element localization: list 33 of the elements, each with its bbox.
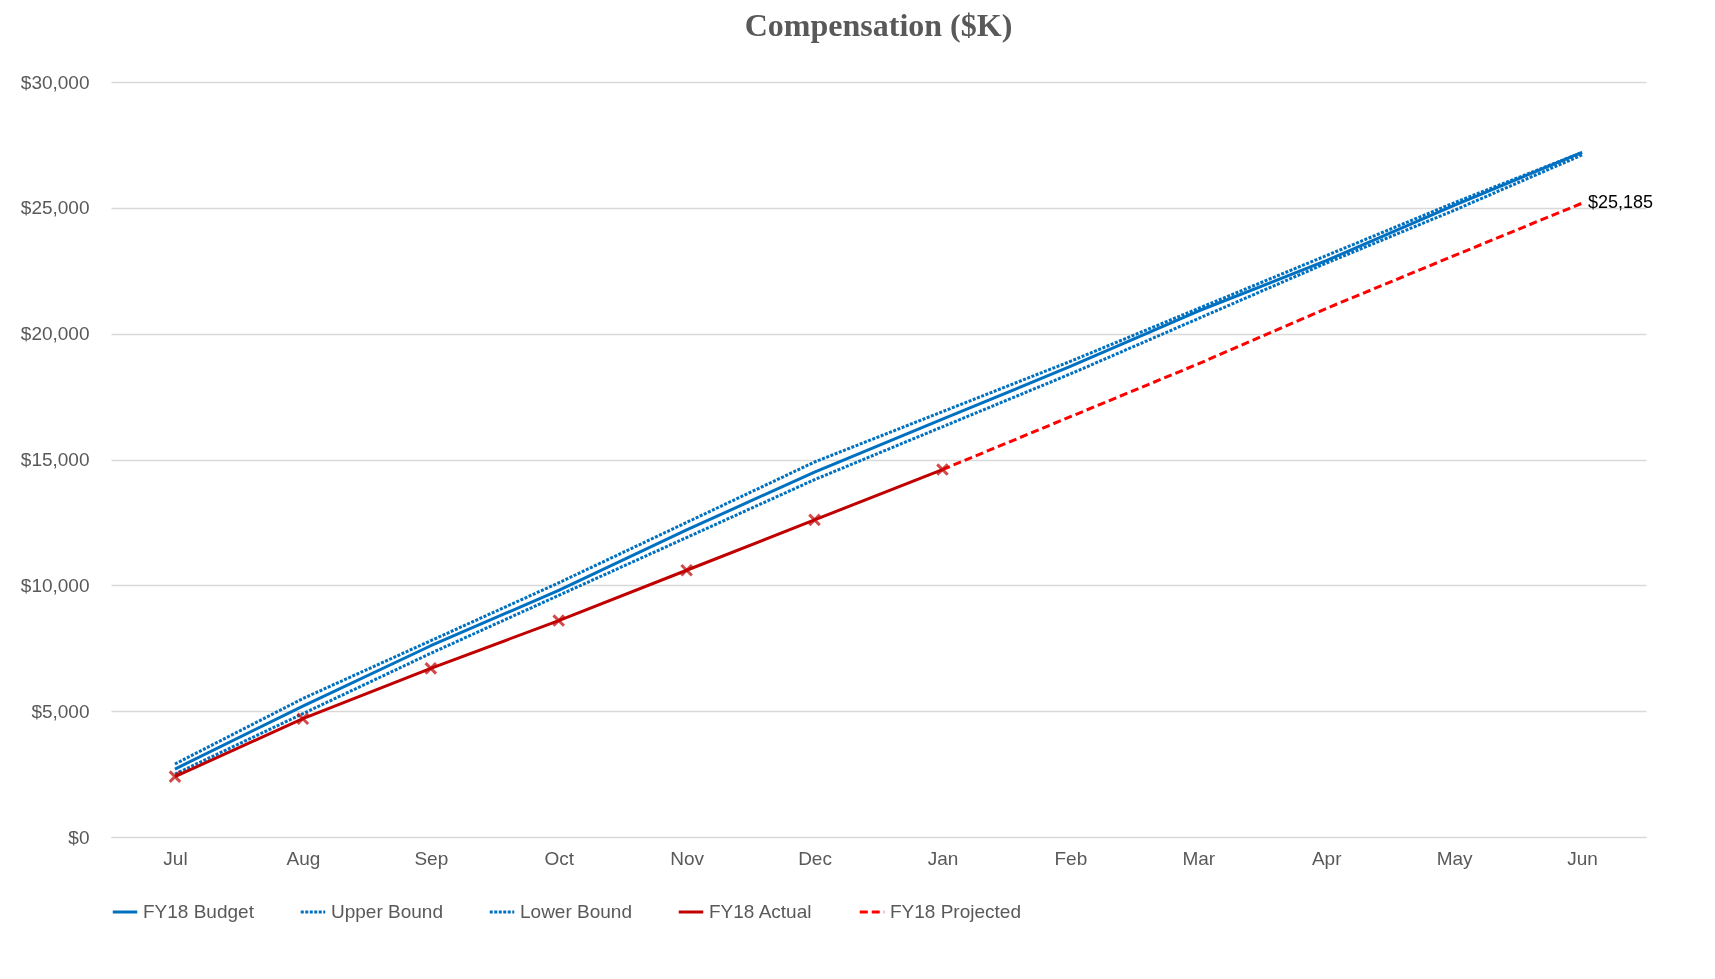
point (168, 769, 182, 784)
x-tick-label: Feb (1054, 847, 1088, 869)
y-tick-label: $25,000 (20, 197, 90, 219)
x-tick-label: Aug (286, 847, 321, 869)
y-tick-label: $0 (68, 826, 90, 848)
x-tick-label: Dec (798, 847, 832, 869)
annotation: $25,185 (1588, 192, 1654, 213)
x-tick-label: May (1436, 847, 1474, 869)
y-tick-label: $10,000 (20, 574, 90, 596)
x-tick-label: Oct (544, 847, 575, 869)
point (935, 462, 950, 477)
legend-label: Upper Bound (331, 901, 443, 922)
x-tick-label: Mar (1182, 847, 1216, 869)
legend-label: FY18 Budget (143, 901, 255, 922)
point (424, 661, 438, 676)
x-tick-label: Sep (414, 847, 449, 869)
x-tick-label: Jun (1567, 847, 1598, 869)
y-tick-label: $20,000 (20, 323, 90, 345)
legend-label: Lower Bound (520, 901, 632, 922)
y-tick-label: $5,000 (31, 700, 90, 722)
x-tick-label: Apr (1311, 847, 1343, 869)
y-tick-label: $30,000 (20, 71, 90, 93)
x-tick-label: Jul (163, 847, 188, 869)
point (551, 613, 566, 628)
x-tick-label: Jan (927, 847, 959, 869)
point (679, 563, 694, 577)
legend-label: FY18 Projected (890, 901, 1021, 922)
chart-title: Compensation ($K) (744, 7, 1013, 43)
legend-label: FY18 Actual (709, 901, 812, 922)
point (296, 711, 310, 726)
point (807, 513, 822, 527)
x-tick-label: Nov (670, 847, 705, 869)
y-tick-label: $15,000 (20, 449, 90, 470)
